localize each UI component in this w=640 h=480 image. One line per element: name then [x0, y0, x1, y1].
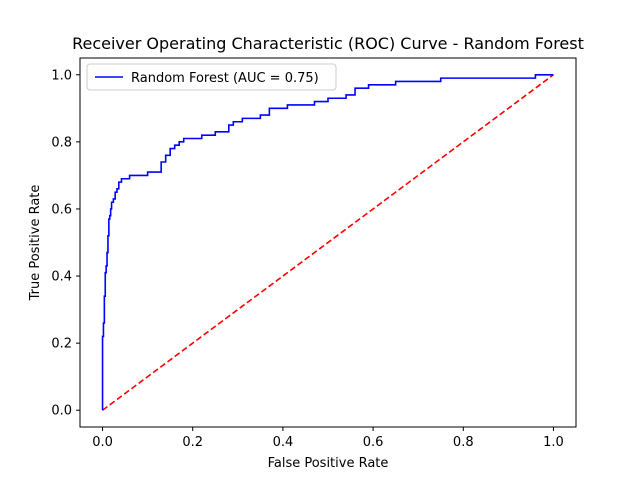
plot-frame: [79, 57, 577, 428]
legend-entry-random-forest: Random Forest (AUC = 0.75): [131, 71, 319, 86]
series-line-chance: [102, 74, 554, 411]
x-tick-label: 0.0: [92, 435, 113, 450]
series-line-random-forest: [101, 73, 554, 411]
y-tick-label: 0.8: [51, 135, 72, 150]
y-tick-label: 0.4: [51, 270, 72, 285]
x-tick-label: 0.4: [273, 435, 294, 450]
x-tick-label: 0.2: [182, 435, 203, 450]
x-axis-ticks: 0.0 0.2 0.4 0.6 0.8 1.0: [92, 427, 564, 450]
y-axis-label: True Positive Rate: [28, 185, 43, 302]
x-tick-label: 0.8: [453, 435, 474, 450]
chart-title: Receiver Operating Characteristic (ROC) …: [72, 34, 584, 53]
y-tick-label: 0.2: [51, 337, 72, 352]
plot-lines: [101, 73, 554, 411]
y-tick-label: 0.6: [51, 202, 72, 217]
y-tick-label: 0.0: [51, 404, 72, 419]
y-axis-ticks: 0.0 0.2 0.4 0.6 0.8 1.0: [51, 68, 80, 419]
x-axis-label: False Positive Rate: [268, 456, 389, 471]
x-tick-label: 0.6: [363, 435, 384, 450]
legend-box: [86, 63, 337, 91]
legend: Random Forest (AUC = 0.75): [86, 63, 337, 91]
x-tick-label: 1.0: [543, 435, 564, 450]
y-tick-label: 1.0: [51, 68, 72, 83]
